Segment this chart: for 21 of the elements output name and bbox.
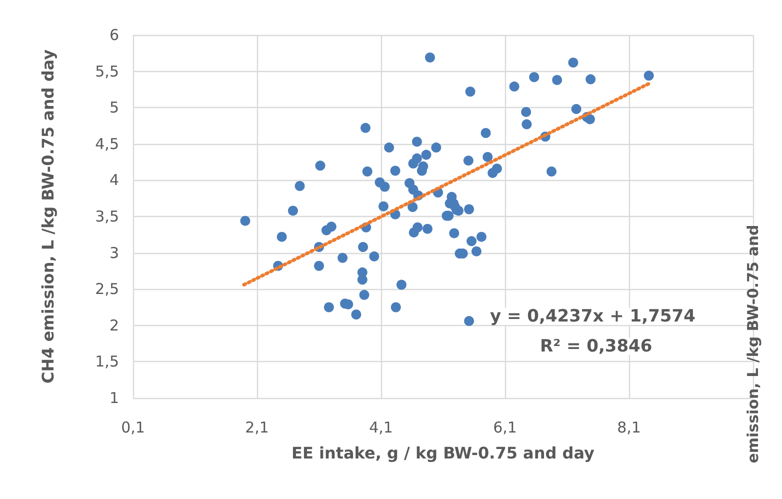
x-tick-label: 6,1: [493, 418, 517, 436]
y-axis-title: CH4 emission, L /kg BW-0.75 and day: [38, 48, 58, 384]
y-tick-label: 1,5: [95, 352, 119, 371]
y-tick-label: 5: [109, 98, 119, 117]
y-tick-label: 4,5: [95, 134, 119, 153]
x-tick-label: 0,1: [121, 418, 145, 436]
annotation: y = 0,4237x + 1,7574: [490, 306, 696, 326]
y-tick-label: 2: [109, 316, 119, 334]
y-tick-label: 4: [109, 171, 119, 190]
y-tick-label: 6: [109, 26, 119, 44]
y-tick-label: 3: [109, 244, 119, 262]
annotation: R² = 0,3846: [540, 336, 652, 356]
y-tick-label: 2,5: [95, 280, 119, 298]
annotation: emission, L /kg BW-0.75 and: [744, 224, 762, 464]
x-tick-label: 4,1: [369, 418, 393, 436]
x-tick-label: 8,1: [617, 418, 641, 436]
y-tick-label: 5,5: [95, 62, 119, 80]
y-tick-label: 1: [109, 389, 119, 407]
x-tick-label: 2,1: [245, 418, 269, 436]
x-axis-title: EE intake, g / kg BW-0.75 and day: [292, 444, 596, 462]
y-tick-label: 3,5: [95, 208, 119, 226]
